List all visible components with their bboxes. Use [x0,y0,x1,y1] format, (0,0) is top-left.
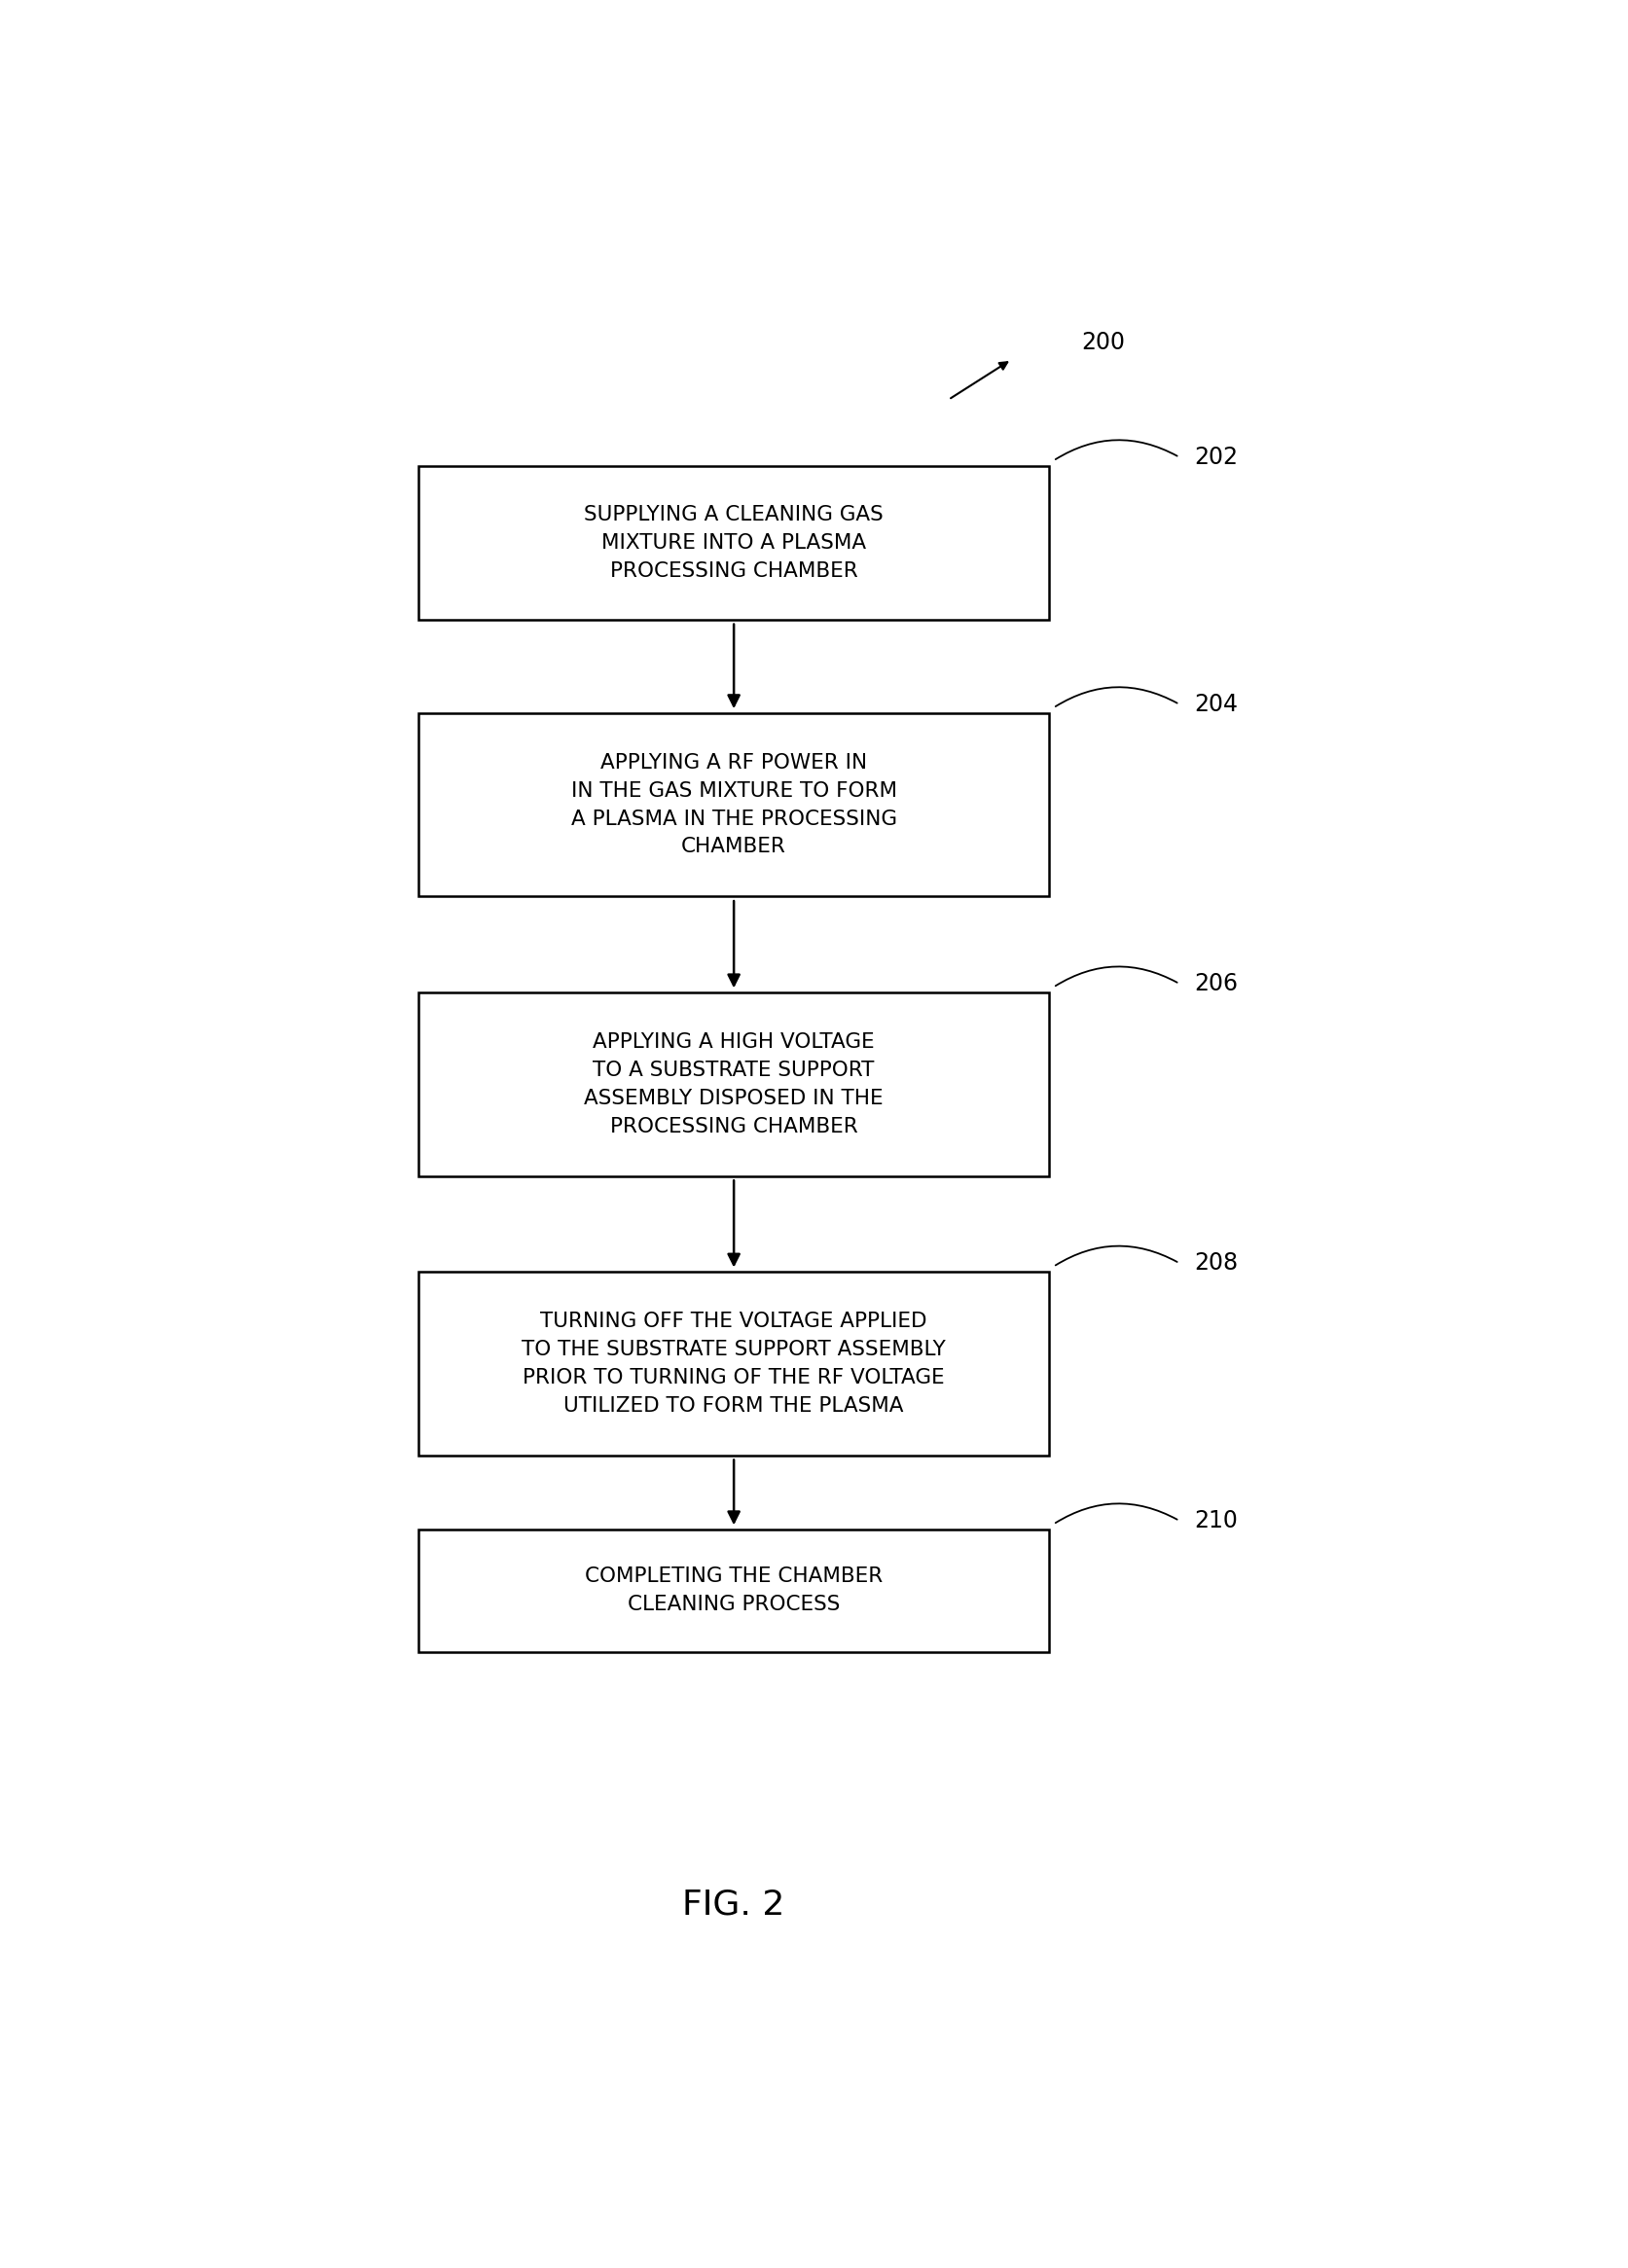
Text: SUPPLYING A CLEANING GAS
MIXTURE INTO A PLASMA
PROCESSING CHAMBER: SUPPLYING A CLEANING GAS MIXTURE INTO A … [584,506,882,581]
Bar [418,1529,1048,1651]
Text: COMPLETING THE CHAMBER
CLEANING PROCESS: COMPLETING THE CHAMBER CLEANING PROCESS [584,1567,882,1615]
Bar [418,465,1048,619]
Text: 204: 204 [1193,692,1237,717]
Text: 208: 208 [1193,1252,1237,1275]
Bar [418,712,1048,896]
Text: TURNING OFF THE VOLTAGE APPLIED
TO THE SUBSTRATE SUPPORT ASSEMBLY
PRIOR TO TURNI: TURNING OFF THE VOLTAGE APPLIED TO THE S… [521,1311,946,1415]
Text: FIG. 2: FIG. 2 [682,1889,785,1921]
Text: 210: 210 [1193,1508,1237,1533]
Text: 206: 206 [1193,973,1237,996]
Text: APPLYING A HIGH VOLTAGE
TO A SUBSTRATE SUPPORT
ASSEMBLY DISPOSED IN THE
PROCESSI: APPLYING A HIGH VOLTAGE TO A SUBSTRATE S… [584,1032,882,1136]
Text: APPLYING A RF POWER IN
IN THE GAS MIXTURE TO FORM
A PLASMA IN THE PROCESSING
CHA: APPLYING A RF POWER IN IN THE GAS MIXTUR… [570,753,897,857]
Text: 202: 202 [1193,445,1237,469]
Bar [418,1272,1048,1456]
Bar [418,993,1048,1175]
Text: 200: 200 [1081,331,1125,354]
